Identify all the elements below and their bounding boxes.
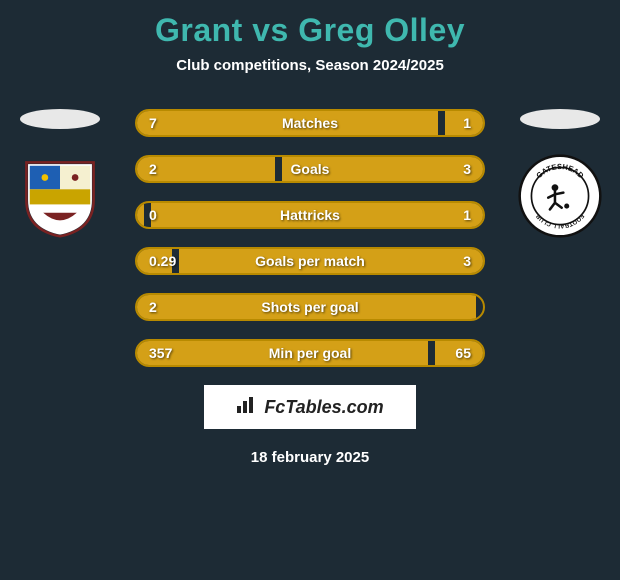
stat-bar-left <box>137 203 144 227</box>
page-title: Grant vs Greg Olley <box>0 0 620 49</box>
stats-bars: 7 1 Matches 2 3 Goals 0 1 Hattricks 0.29 3 Goals pe… <box>135 109 485 367</box>
player-right-column: GATESHEAD FOOTBALL CLUB <box>510 109 610 238</box>
player-right-photo-placeholder <box>520 109 600 129</box>
stat-value-right: 65 <box>455 345 471 361</box>
stat-row: 2 3 Goals <box>135 155 485 183</box>
stat-value-right: 1 <box>463 207 471 223</box>
stat-bar-left <box>137 157 275 181</box>
stat-value-left: 357 <box>149 345 172 361</box>
player-left-photo-placeholder <box>20 109 100 129</box>
player-left-column <box>10 109 110 238</box>
stat-label: Matches <box>282 115 338 131</box>
stat-value-right: 1 <box>463 115 471 131</box>
stat-row: 7 1 Matches <box>135 109 485 137</box>
stat-label: Shots per goal <box>261 299 358 315</box>
stat-value-left: 7 <box>149 115 157 131</box>
stat-value-left: 0.29 <box>149 253 176 269</box>
stat-value-left: 0 <box>149 207 157 223</box>
stat-label: Goals <box>291 161 330 177</box>
brand-box[interactable]: FcTables.com <box>204 385 416 429</box>
brand-text: FcTables.com <box>264 397 383 418</box>
stat-bar-gap <box>438 111 445 135</box>
stat-row: 0 1 Hattricks <box>135 201 485 229</box>
stat-row: 357 65 Min per goal <box>135 339 485 367</box>
page-subtitle: Club competitions, Season 2024/2025 <box>0 57 620 74</box>
stat-value-left: 2 <box>149 299 157 315</box>
club-crest-right: GATESHEAD FOOTBALL CLUB <box>518 154 602 238</box>
stat-value-right: 3 <box>463 253 471 269</box>
stat-bar-gap <box>428 341 435 365</box>
stat-row: 0.29 3 Goals per match <box>135 247 485 275</box>
stat-row: 2 Shots per goal <box>135 293 485 321</box>
date-text: 18 february 2025 <box>0 449 620 466</box>
stat-value-right: 3 <box>463 161 471 177</box>
club-crest-left <box>18 154 102 238</box>
comparison-panel: GATESHEAD FOOTBALL CLUB 7 1 Matches 2 3 Goals… <box>0 109 620 466</box>
stat-bar-gap <box>275 157 282 181</box>
stat-value-left: 2 <box>149 161 157 177</box>
stat-label: Hattricks <box>280 207 340 223</box>
brand-chart-icon <box>236 396 258 419</box>
stat-label: Goals per match <box>255 253 365 269</box>
stat-label: Min per goal <box>269 345 351 361</box>
stat-bar-gap <box>476 295 483 319</box>
